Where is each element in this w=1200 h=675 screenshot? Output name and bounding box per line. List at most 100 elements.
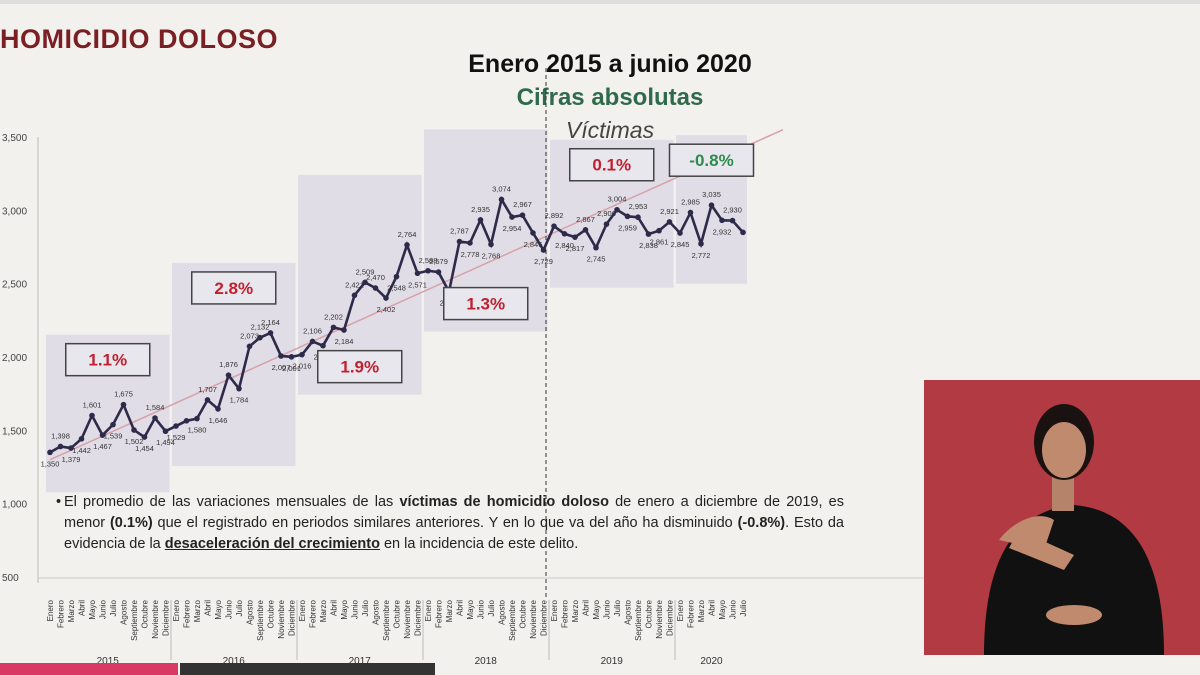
data-point — [330, 324, 337, 331]
data-point — [257, 334, 263, 341]
data-label: 2,935 — [471, 205, 490, 214]
variation-label: 1.1% — [88, 351, 127, 370]
data-label: 2,745 — [587, 255, 606, 264]
data-point — [89, 412, 95, 419]
x-tick-label: Enero — [46, 599, 55, 621]
note-underline: desaceleración del crecimiento — [164, 536, 380, 552]
y-tick-label: 1,000 — [2, 500, 27, 511]
data-point — [698, 240, 704, 247]
data-label: 2,817 — [566, 244, 585, 253]
note-text-5: en la incidencia de este delito. — [379, 536, 579, 552]
x-tick-label: Mayo — [340, 599, 349, 619]
x-tick-label: Junio — [99, 599, 108, 619]
variation-label: 0.1% — [592, 156, 631, 175]
data-label: 2,548 — [387, 284, 406, 293]
y-tick-label: 2,000 — [2, 353, 27, 364]
bottom-bar-dark — [180, 663, 435, 675]
note-bold-3: (-0.8%) — [737, 515, 786, 531]
data-point — [572, 234, 578, 240]
data-point — [530, 230, 536, 236]
x-tick-label: Noviembre — [277, 599, 286, 638]
data-label: 2,421 — [345, 280, 364, 289]
data-point — [372, 285, 379, 291]
year-label: 2017 — [349, 656, 372, 667]
data-label: 1,646 — [209, 416, 228, 425]
data-label: 2,932 — [713, 227, 732, 236]
data-label: 2,954 — [503, 224, 522, 233]
x-tick-label: Diciembre — [540, 599, 549, 636]
year-label: 2019 — [601, 656, 624, 667]
x-tick-label: Marzo — [67, 599, 76, 622]
variation-badge — [569, 147, 655, 182]
data-label: 1,539 — [104, 432, 123, 441]
data-label: 2,867 — [576, 215, 595, 224]
year-label: 2018 — [475, 656, 498, 667]
chart-title: Enero 2015 a junio 2020 — [468, 50, 752, 78]
note-bold-2: (0.1%) — [109, 515, 153, 531]
data-point — [299, 351, 305, 358]
variation-badge — [65, 342, 151, 377]
data-point — [204, 397, 211, 403]
chart-subtitle: Cifras absolutas — [516, 84, 704, 111]
x-tick-label: Mayo — [466, 599, 475, 619]
data-point — [320, 342, 326, 349]
data-point — [225, 372, 232, 378]
data-point — [131, 427, 137, 433]
x-tick-label: Abril — [78, 600, 87, 616]
x-tick-label: Marzo — [571, 599, 580, 622]
data-label: 2,164 — [261, 318, 280, 327]
data-point — [47, 449, 53, 456]
data-label: 1,467 — [93, 442, 112, 451]
data-label: 2,840 — [555, 241, 574, 250]
data-point — [551, 223, 557, 229]
data-label: 2,906 — [597, 209, 616, 218]
data-label: 1,529 — [167, 433, 186, 442]
bullet-icon: • — [56, 494, 62, 510]
data-label: 2,579 — [429, 257, 448, 266]
data-label: 2,921 — [660, 207, 679, 216]
variation-label: -0.8% — [689, 151, 733, 170]
x-tick-label: Julio — [235, 599, 244, 616]
x-tick-label: Junio — [225, 599, 234, 619]
year-label: 2016 — [223, 656, 246, 667]
data-label: 2,588 — [419, 256, 438, 265]
x-tick-label: Junio — [351, 599, 360, 619]
data-label: 1,398 — [51, 431, 70, 440]
data-point — [645, 231, 652, 237]
summary-note: • El promedio de las variaciones mensual… — [56, 492, 844, 555]
note-text-2: de enero a diciembre de 2019, es menor — [64, 494, 844, 531]
x-tick-label: Marzo — [319, 599, 328, 622]
note-text-3: que el registrado en periodos similares … — [152, 515, 738, 531]
data-label: 1,494 — [156, 438, 175, 447]
data-label: 3,035 — [702, 190, 721, 199]
data-point — [677, 230, 683, 236]
x-tick-label: Septiembre — [634, 599, 643, 640]
data-label: 2,787 — [450, 227, 469, 236]
x-tick-label: Agosto — [120, 599, 129, 624]
x-tick-label: Agosto — [246, 599, 255, 624]
y-tick-label: 500 — [2, 573, 19, 584]
data-point — [162, 428, 169, 435]
data-point — [99, 432, 106, 438]
data-point — [435, 269, 442, 275]
data-label: 2,007 — [272, 363, 291, 372]
data-label: 2,846 — [524, 240, 543, 249]
x-tick-label: Enero — [172, 599, 181, 621]
y-tick-label: 3,500 — [2, 133, 27, 144]
data-point — [278, 353, 284, 359]
data-label: 1,675 — [114, 390, 133, 399]
x-tick-label: Julio — [487, 599, 496, 616]
data-point — [183, 418, 190, 424]
x-tick-label: Enero — [424, 599, 433, 621]
data-point — [425, 267, 431, 274]
data-point — [288, 354, 295, 360]
data-label: 2,845 — [671, 240, 690, 249]
data-point — [740, 229, 746, 236]
x-tick-label: Octubre — [519, 599, 528, 628]
x-tick-label: Noviembre — [151, 599, 160, 638]
data-label: 1,707 — [198, 385, 217, 394]
x-tick-label: Mayo — [718, 599, 727, 619]
x-tick-label: Febrero — [435, 599, 444, 628]
data-point — [456, 238, 463, 245]
